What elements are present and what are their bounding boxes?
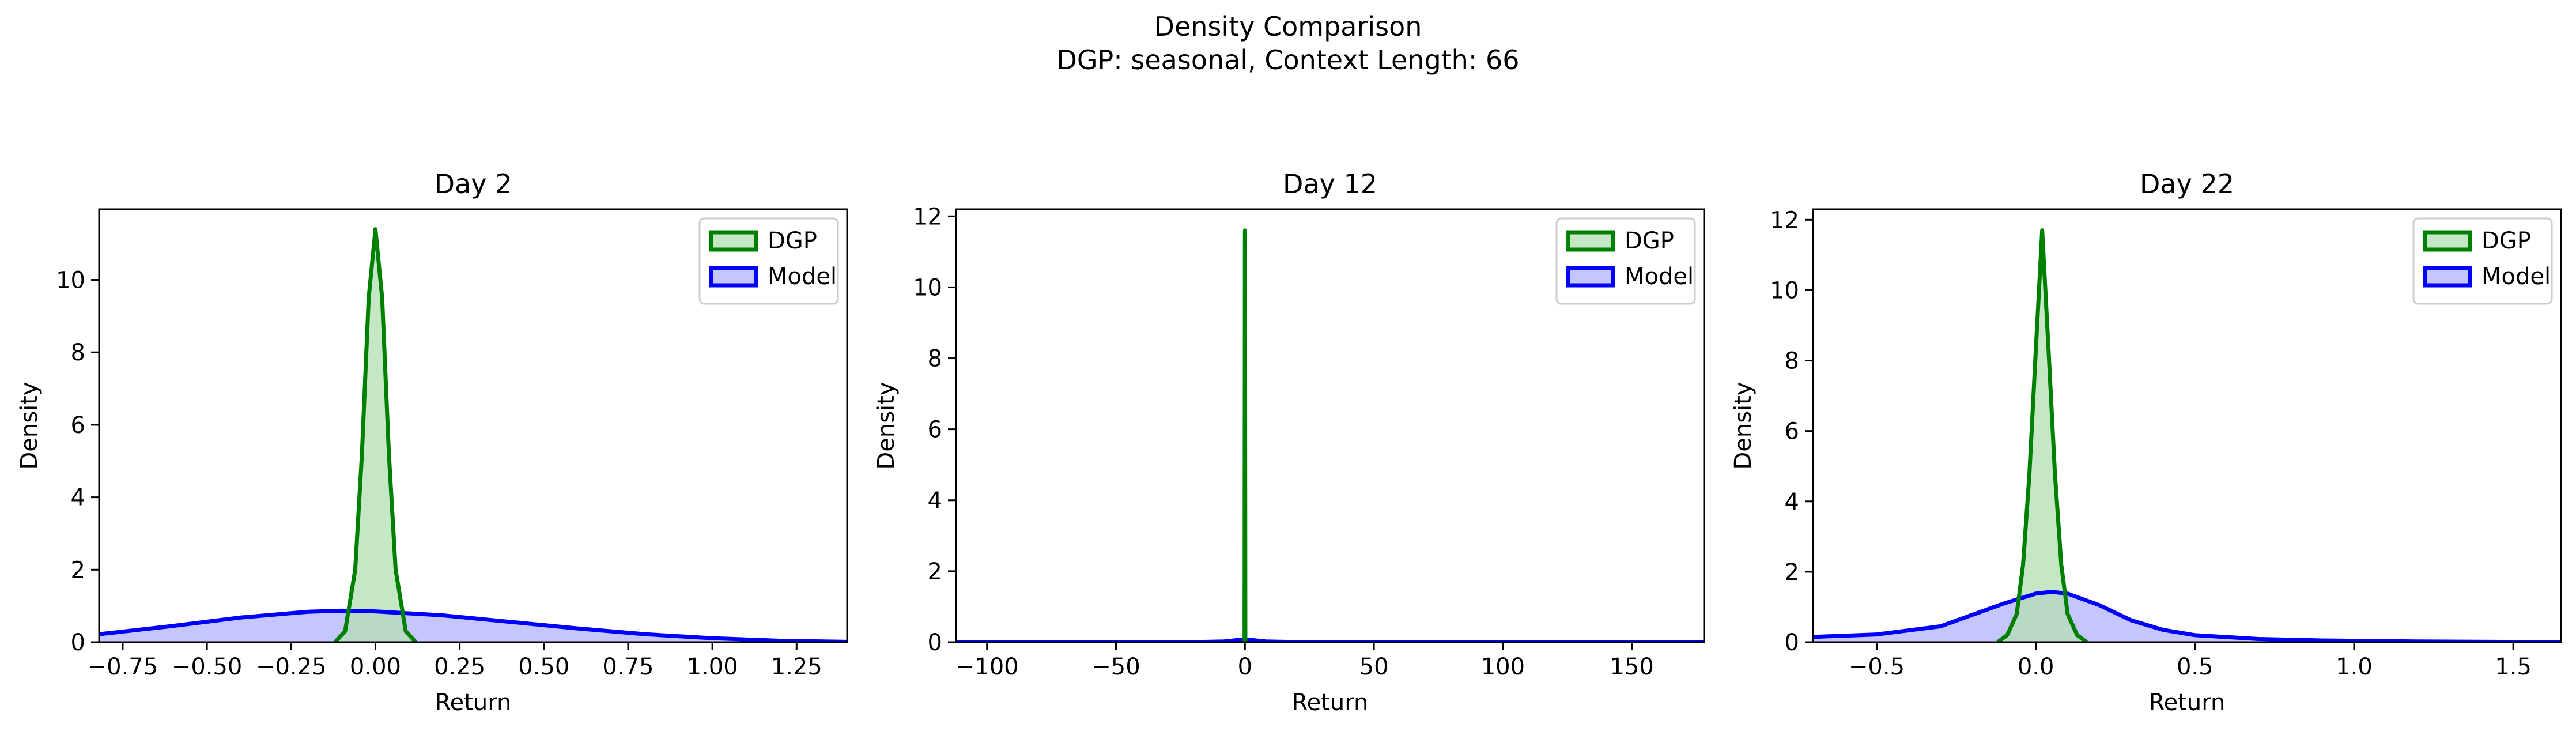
legend-label-dgp: DGP: [768, 228, 817, 254]
axes-frame: [98, 208, 848, 643]
x-tick-label: 0.75: [602, 654, 654, 680]
y-tick-label: 6: [1785, 419, 1799, 445]
y-tick-label: 10: [913, 274, 942, 301]
subplot-title: Day 2: [435, 168, 512, 199]
y-tick-label: 6: [928, 417, 942, 443]
legend-label-dgp: DGP: [2481, 228, 2531, 254]
y-tick-label: 12: [1770, 207, 1799, 233]
legend-swatch-dgp: [709, 230, 758, 252]
figure-subtitle: DGP: seasonal, Context Length: 66: [1056, 44, 1519, 76]
y-tick-label: 0: [71, 630, 85, 656]
y-tick-label: 10: [56, 267, 85, 294]
x-axis-label: Return: [435, 689, 512, 716]
x-axis-label: Return: [1292, 689, 1369, 716]
x-tick-label: −0.25: [256, 654, 327, 680]
y-tick-label: 2: [928, 559, 942, 585]
legend-label-model: Model: [1625, 263, 1694, 290]
y-tick-label: 0: [1785, 630, 1799, 656]
y-tick-label: 8: [928, 346, 942, 372]
axes-frame: [1812, 208, 2562, 643]
subplot-3: −0.5 0.0 0.5 1.0 1.5 0 2 4 6 8 10 12 Day 22 Return Den…: [1730, 168, 2562, 716]
x-tick-label: 50: [1359, 654, 1389, 680]
y-tick-label: 4: [1785, 489, 1799, 515]
x-tick-label: 0.00: [350, 654, 401, 680]
plot-area: [1813, 228, 2561, 642]
line-model: [99, 608, 847, 642]
y-axis-label: Density: [1730, 382, 1757, 469]
subplot-title: Day 12: [1283, 168, 1377, 199]
plot-area: [99, 227, 847, 642]
y-tick-label: 6: [71, 412, 85, 439]
x-tick-label: −0.5: [1849, 654, 1905, 680]
y-tick-label: 4: [71, 485, 85, 511]
area-model: [99, 610, 847, 642]
legend-swatch-model: [1566, 266, 1615, 288]
x-tick-label: 0.25: [434, 654, 485, 680]
legend: DGP Model: [2412, 217, 2553, 305]
y-tick-label: 12: [913, 203, 942, 230]
legend-swatch-model: [709, 266, 758, 288]
x-tick-label: 0: [1238, 654, 1252, 680]
subplot-2: −100 −50 0 50 100 150 0 2 4 6 8 10 12 Day 12 Return Den…: [873, 168, 1705, 716]
legend-swatch-dgp: [1566, 230, 1615, 252]
y-axis-label: Density: [873, 382, 900, 469]
x-tick-label: −0.75: [88, 654, 158, 680]
y-tick-label: 8: [71, 340, 85, 366]
legend: DGP Model: [698, 217, 839, 305]
x-tick-label: −50: [1091, 654, 1140, 680]
legend-label-dgp: DGP: [1625, 228, 1674, 254]
area-model: [1813, 591, 2561, 642]
legend-label-model: Model: [2481, 263, 2551, 290]
line-dgp: [333, 227, 418, 642]
subplot-title: Day 22: [2140, 168, 2234, 199]
legend-swatch-dgp: [2423, 230, 2472, 252]
x-tick-label: 1.25: [771, 654, 822, 680]
axes-frame: [955, 208, 1705, 643]
x-tick-label: 0.0: [2018, 654, 2054, 680]
y-tick-label: 2: [1785, 559, 1799, 586]
x-tick-label: 1.5: [2495, 654, 2532, 680]
y-tick-label: 8: [1785, 348, 1799, 375]
x-tick-label: 150: [1610, 654, 1653, 680]
line-dgp: [1996, 228, 2088, 642]
x-tick-label: 0.50: [518, 654, 569, 680]
y-tick-label: 4: [928, 488, 942, 514]
x-tick-label: 100: [1481, 654, 1525, 680]
x-tick-label: 1.0: [2336, 654, 2373, 680]
line-model: [1813, 590, 2561, 642]
y-axis-label: Density: [16, 382, 43, 469]
x-tick-label: 1.00: [687, 654, 738, 680]
legend-swatch-model: [2423, 266, 2472, 288]
y-tick-label: 0: [928, 630, 942, 656]
x-tick-label: −0.50: [172, 654, 243, 680]
y-tick-label: 2: [71, 557, 85, 583]
x-axis-label: Return: [2149, 689, 2226, 716]
x-tick-label: 0.5: [2177, 654, 2214, 680]
subplot-1: −0.75 −0.50 −0.25 0.00 0.25 0.50 0.75 1.00 1.25 0…: [16, 168, 848, 716]
y-tick-label: 10: [1770, 277, 1799, 304]
area-dgp: [1997, 230, 2087, 642]
legend: DGP Model: [1555, 217, 1696, 305]
x-tick-label: −100: [955, 654, 1019, 680]
figure-title: Density Comparison: [1154, 11, 1422, 42]
area-dgp: [335, 229, 416, 642]
legend-label-model: Model: [768, 263, 837, 290]
